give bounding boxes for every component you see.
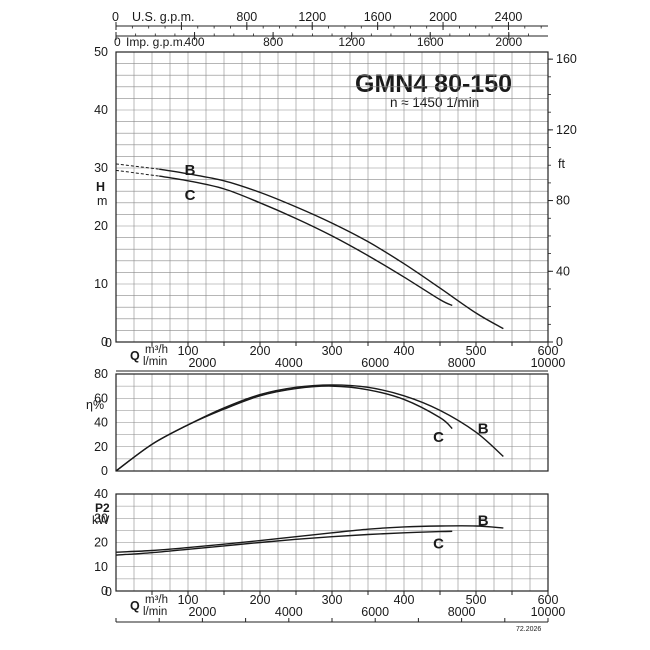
- head-ylabel-bottom: m: [97, 194, 107, 208]
- y-tick-label: 60: [94, 391, 108, 405]
- chart-title: GMN4 80-150: [355, 70, 512, 98]
- imp-gpm-tick-label: 400: [185, 35, 205, 49]
- curve-power-C: [115, 530, 453, 556]
- x-tick-label-lpm: 2000: [188, 605, 216, 619]
- chart-subtitle: n ≈ 1450 1/min: [390, 95, 479, 110]
- power-ylabel-top: P2: [95, 501, 110, 515]
- curve-efficiency-B: [115, 384, 504, 472]
- x-tick-label-m3h: 200: [250, 593, 271, 607]
- x-tick-label-lpm: 2000: [188, 356, 216, 370]
- imp-gpm-tick-label: 1200: [338, 35, 365, 49]
- head-ylabel-right: ft: [558, 157, 565, 171]
- us-gpm-zero: 0: [112, 10, 119, 24]
- imp-gpm-tick-label: 800: [263, 35, 283, 49]
- imp-gpm-tick-label: 1600: [417, 35, 444, 49]
- x-tick-label-m3h: 300: [322, 344, 343, 358]
- curve-power-B: [115, 525, 504, 553]
- y-right-tick-label: 40: [556, 264, 570, 278]
- power-ylabel-bottom: kW: [92, 513, 110, 527]
- y-tick-label: 20: [94, 536, 108, 550]
- x-tick-label-m3h: 300: [322, 593, 343, 607]
- y-tick-label: 30: [94, 511, 108, 525]
- plot-frame: [115, 373, 549, 472]
- y-tick-label: 40: [94, 487, 108, 501]
- y-tick-label: 80: [94, 367, 108, 381]
- us-gpm-tick-label: 800: [236, 10, 257, 24]
- eff-ylabel: η%: [86, 398, 104, 412]
- y-tick-label: 0: [101, 464, 108, 478]
- x-tick-zero: 0: [105, 585, 112, 599]
- x-tick-label-m3h: 200: [250, 344, 271, 358]
- us-gpm-label: U.S. g.p.m.: [132, 10, 195, 24]
- us-gpm-tick-label: 2000: [429, 10, 457, 24]
- x-tick-label-lpm: 8000: [448, 356, 476, 370]
- x-tick-label-lpm: 6000: [361, 605, 389, 619]
- curve-label-efficiency-B: B: [478, 421, 489, 438]
- x-tick-label-lpm: 4000: [275, 605, 303, 619]
- head-ylabel-top: H: [96, 180, 105, 194]
- x-tick-label-m3h: 600: [538, 344, 559, 358]
- x-tick-label-m3h: 500: [466, 344, 487, 358]
- x-tick-label-lpm: 4000: [275, 356, 303, 370]
- imp-gpm-tick-label: 2000: [495, 35, 522, 49]
- x-tick-label-lpm: 6000: [361, 356, 389, 370]
- y-tick-label: 50: [94, 45, 108, 59]
- q-unit-m3h-1: m³/h: [145, 344, 168, 356]
- curve-label-efficiency-C: C: [433, 429, 444, 446]
- y-tick-label: 10: [94, 277, 108, 291]
- y-tick-label: 0: [101, 335, 108, 349]
- y-tick-label: 40: [94, 416, 108, 430]
- curve-efficiency-C: [115, 385, 453, 472]
- curve-extrapolated-head-B: [115, 163, 160, 170]
- y-right-tick-label: 160: [556, 52, 577, 66]
- curve-head-B: [159, 168, 504, 330]
- x-tick-label-m3h: 400: [394, 344, 415, 358]
- y-tick-label: 20: [94, 440, 108, 454]
- us-gpm-tick-label: 2400: [495, 10, 523, 24]
- x-tick-label-m3h: 500: [466, 593, 487, 607]
- curve-label-head-B: B: [185, 162, 196, 179]
- y-right-tick-label: 0: [556, 335, 563, 349]
- y-tick-label: 20: [94, 219, 108, 233]
- us-gpm-tick-label: 1600: [364, 10, 392, 24]
- q-unit-lpm-2: l/min: [143, 606, 167, 618]
- q-letter-1: Q: [130, 349, 140, 363]
- y-tick-label: 40: [94, 103, 108, 117]
- q-unit-m3h-2: m³/h: [145, 594, 168, 606]
- imp-gpm-label: Imp. g.p.m.: [126, 35, 186, 49]
- y-tick-label: 0: [101, 584, 108, 598]
- x-tick-label-m3h: 600: [538, 593, 559, 607]
- x-tick-label-m3h: 400: [394, 593, 415, 607]
- x-tick-label-lpm: 8000: [448, 605, 476, 619]
- y-right-tick-label: 80: [556, 194, 570, 208]
- x-tick-label-m3h: 100: [178, 593, 199, 607]
- y-right-tick-label: 120: [556, 123, 577, 137]
- y-tick-label: 30: [94, 161, 108, 175]
- q-unit-lpm-1: l/min: [143, 356, 167, 368]
- curve-label-power-C: C: [433, 536, 444, 553]
- footer-code: 72.2026: [516, 626, 541, 633]
- x-tick-label-lpm: 10000: [531, 605, 566, 619]
- imp-gpm-zero: 0: [114, 35, 121, 49]
- us-gpm-tick-label: 1200: [298, 10, 326, 24]
- chart-marks: 0102030405002040608001020304004080120160…: [94, 10, 577, 623]
- y-tick-label: 10: [94, 560, 108, 574]
- curve-head-C: [159, 175, 453, 307]
- x-tick-label-m3h: 100: [178, 344, 199, 358]
- curve-label-power-B: B: [478, 513, 489, 530]
- curve-extrapolated-head-C: [115, 169, 160, 177]
- x-tick-zero: 0: [105, 336, 112, 350]
- q-letter-2: Q: [130, 599, 140, 613]
- x-tick-label-lpm: 10000: [531, 356, 566, 370]
- curve-label-head-C: C: [185, 187, 196, 204]
